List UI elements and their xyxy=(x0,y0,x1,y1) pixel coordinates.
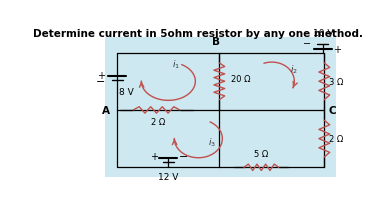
Text: $i_1$: $i_1$ xyxy=(172,58,180,71)
Text: +: + xyxy=(333,45,341,55)
Text: $i_3$: $i_3$ xyxy=(208,136,216,148)
Text: 2 Ω: 2 Ω xyxy=(151,117,165,126)
Text: 2 Ω: 2 Ω xyxy=(329,135,343,143)
Text: −: − xyxy=(303,39,311,49)
Text: +: + xyxy=(98,70,105,80)
Text: 20 Ω: 20 Ω xyxy=(231,74,251,83)
Text: +: + xyxy=(150,151,158,161)
Text: 8 V: 8 V xyxy=(119,88,134,96)
Text: C: C xyxy=(329,105,336,115)
Text: 3 Ω: 3 Ω xyxy=(329,77,343,86)
Text: $i_2$: $i_2$ xyxy=(290,63,298,75)
Text: 5 Ω: 5 Ω xyxy=(254,149,269,158)
Text: Determine current in 5ohm resistor by any one method.: Determine current in 5ohm resistor by an… xyxy=(33,29,363,39)
Text: −: − xyxy=(96,77,105,87)
Text: 10 V: 10 V xyxy=(313,29,333,38)
Text: B: B xyxy=(212,37,220,47)
Text: −: − xyxy=(179,151,188,161)
Text: A: A xyxy=(102,105,110,115)
FancyBboxPatch shape xyxy=(105,37,336,177)
Text: 12 V: 12 V xyxy=(158,172,178,181)
